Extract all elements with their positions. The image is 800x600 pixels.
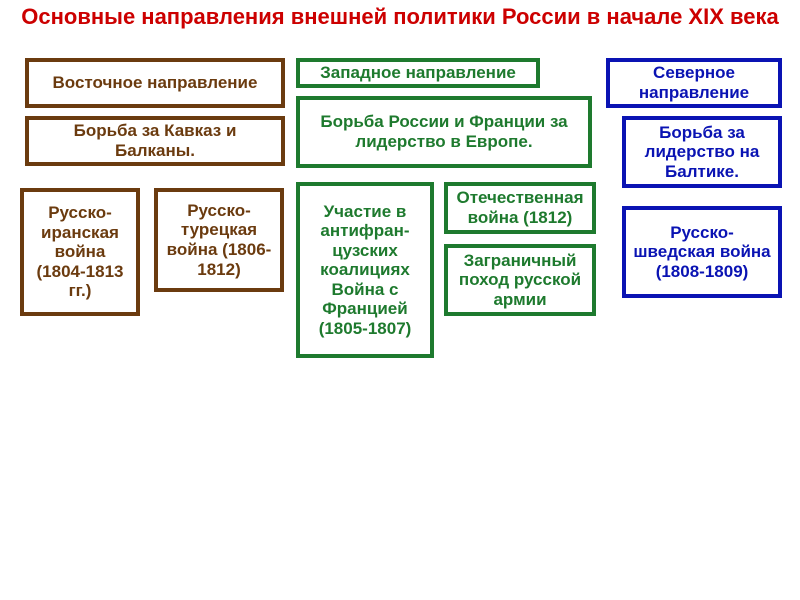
box-north-war-sweden: Русско-шведская война (1808-1809) <box>622 206 782 298</box>
box-north-direction: Северное направление <box>606 58 782 108</box>
box-east-war-turkey: Русско-турецкая война (1806-1812) <box>154 188 284 292</box>
box-west-direction: Западное направление <box>296 58 540 88</box>
box-west-subgoal: Борьба России и Франции за лидерство в Е… <box>296 96 592 168</box>
box-east-subgoal: Борьба за Кавказ и Балканы. <box>25 116 285 166</box>
page-title: Основные направления внешней политики Ро… <box>0 4 800 29</box>
box-east-war-iran: Русско-иранская война (1804-1813 гг.) <box>20 188 140 316</box>
diagram-root: Основные направления внешней политики Ро… <box>0 0 800 600</box>
box-west-war-campaign: Заграничный поход русской армии <box>444 244 596 316</box>
box-north-subgoal: Борьба за лидерство на Балтике. <box>622 116 782 188</box>
box-west-war-1812: Отечественная война (1812) <box>444 182 596 234</box>
box-west-war-coalition: Участие в антифран-цузских коалициях Вой… <box>296 182 434 358</box>
box-east-direction: Восточное направление <box>25 58 285 108</box>
